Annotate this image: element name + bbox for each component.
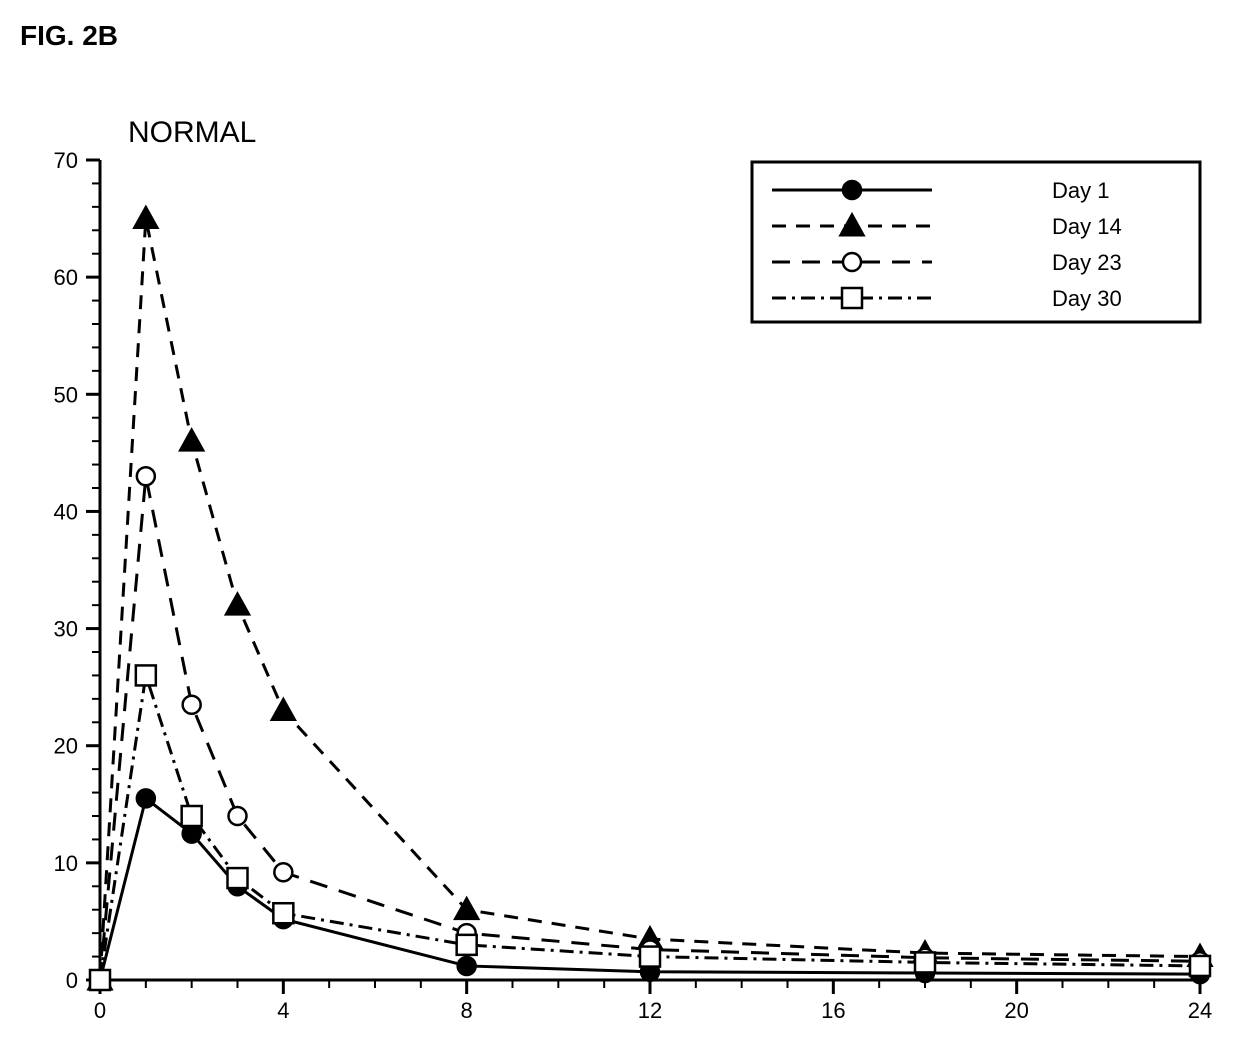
y-tick-label: 50 <box>54 382 78 407</box>
x-tick-label: 16 <box>821 998 845 1020</box>
y-tick-label: 10 <box>54 851 78 876</box>
y-tick-label: 0 <box>66 968 78 993</box>
figure-label: FIG. 2B <box>20 20 1220 52</box>
x-tick-label: 0 <box>94 998 106 1020</box>
legend-label: Day 1 <box>1052 178 1109 203</box>
y-tick-label: 40 <box>54 499 78 524</box>
x-tick-label: 20 <box>1004 998 1028 1020</box>
x-tick-label: 4 <box>277 998 289 1020</box>
chart-title: NORMAL <box>128 116 256 149</box>
legend-label: Day 23 <box>1052 250 1122 275</box>
y-tick-label: 60 <box>54 265 78 290</box>
legend-label: Day 30 <box>1052 286 1122 311</box>
y-tick-label: 20 <box>54 734 78 759</box>
y-tick-label: 70 <box>54 148 78 173</box>
legend-label: Day 14 <box>1052 214 1122 239</box>
x-tick-label: 8 <box>461 998 473 1020</box>
y-tick-label: 30 <box>54 617 78 642</box>
x-tick-label: 12 <box>638 998 662 1020</box>
chart-svg: NORMAL 0 10 20 30 40 50 60 70 0 4 8 12 16 20 24 Day 1 Day… <box>20 60 1220 1020</box>
legend <box>752 162 1200 322</box>
x-tick-label: 24 <box>1188 998 1212 1020</box>
chart-container: NORMAL 0 10 20 30 40 50 60 70 0 4 8 12 16 20 24 Day 1 Day… <box>20 60 1220 1020</box>
